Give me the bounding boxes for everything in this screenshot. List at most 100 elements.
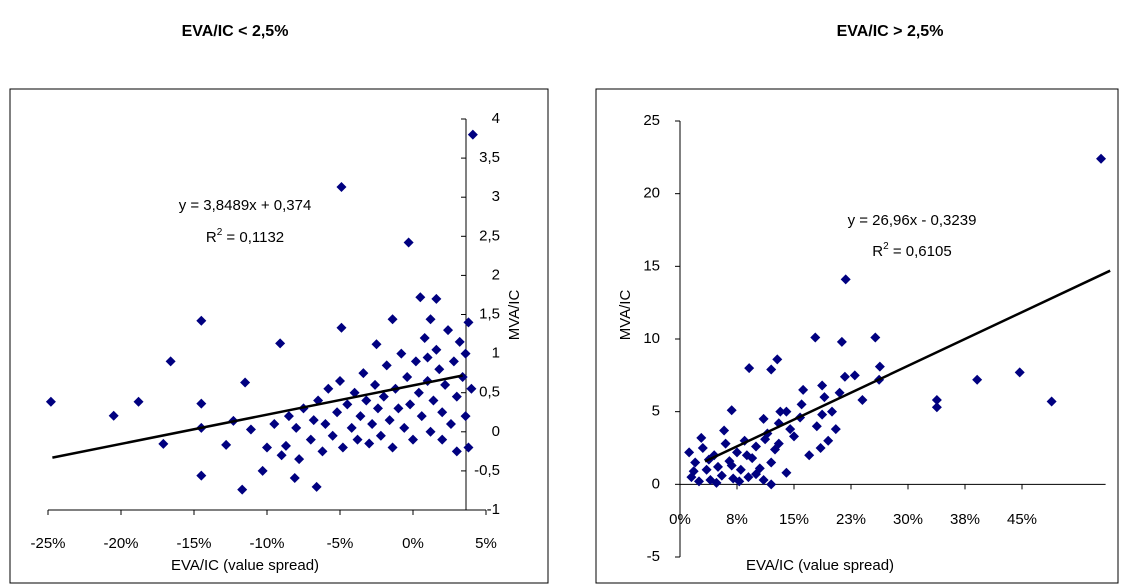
point xyxy=(751,469,761,480)
x-tick-label: -10% xyxy=(249,535,284,552)
point xyxy=(785,424,796,435)
point xyxy=(836,336,847,347)
point xyxy=(415,292,426,303)
point xyxy=(735,464,746,475)
point xyxy=(431,293,442,304)
r2-base: R xyxy=(872,243,883,260)
point xyxy=(758,413,769,424)
point xyxy=(349,387,360,398)
point xyxy=(454,336,465,347)
r-squared: R2 = 0,1132 xyxy=(206,227,284,246)
y-tick-label: 0 xyxy=(492,423,500,440)
point xyxy=(337,442,348,453)
y-axis-label: MVA/IC xyxy=(506,290,523,341)
trendline xyxy=(704,269,1111,463)
equation: y = 3,8489x + 0,374 xyxy=(179,197,312,214)
point xyxy=(840,274,851,285)
point xyxy=(165,356,176,367)
x-tick-label: 23% xyxy=(836,511,866,528)
x-tick-label: 15% xyxy=(779,511,809,528)
point xyxy=(221,439,232,450)
point xyxy=(387,442,398,453)
point xyxy=(262,442,272,453)
point xyxy=(744,363,755,374)
point xyxy=(440,379,451,390)
point xyxy=(789,431,799,442)
point xyxy=(781,467,792,478)
r2-base: R xyxy=(206,229,217,246)
point xyxy=(1014,367,1025,378)
point xyxy=(775,406,786,417)
point xyxy=(819,392,830,403)
point xyxy=(697,443,708,453)
point xyxy=(690,457,701,468)
point xyxy=(375,430,386,441)
point xyxy=(827,406,837,417)
point xyxy=(196,470,207,481)
r2-rest: = 0,6105 xyxy=(889,243,952,260)
point xyxy=(45,396,56,407)
point xyxy=(133,396,144,407)
y-tick-label: 3,5 xyxy=(479,149,500,166)
point xyxy=(781,406,792,417)
point xyxy=(245,424,256,435)
point xyxy=(336,182,347,193)
point xyxy=(696,432,707,443)
point xyxy=(1096,153,1107,164)
point xyxy=(434,364,445,375)
y-tick-label: 25 xyxy=(643,112,660,129)
point xyxy=(372,403,383,414)
point xyxy=(804,450,815,461)
point xyxy=(413,387,424,398)
point xyxy=(766,479,777,490)
point xyxy=(445,418,456,429)
point xyxy=(364,438,375,449)
point xyxy=(196,315,207,326)
point xyxy=(370,379,381,390)
point xyxy=(443,325,454,336)
point xyxy=(467,129,478,140)
point xyxy=(466,383,477,394)
x-tick-label: 0% xyxy=(402,535,424,552)
point xyxy=(320,418,331,429)
point xyxy=(460,348,471,359)
x-tick-label: -15% xyxy=(176,535,211,552)
point xyxy=(408,434,418,445)
r2-sup: 2 xyxy=(883,241,889,252)
point xyxy=(327,430,338,441)
y-tick-label: -1 xyxy=(487,501,500,518)
point xyxy=(305,434,316,445)
point xyxy=(342,399,353,410)
point xyxy=(849,370,860,381)
point xyxy=(332,407,343,418)
point xyxy=(451,446,462,457)
point xyxy=(451,391,462,402)
point xyxy=(734,476,745,487)
point xyxy=(358,368,369,379)
point xyxy=(694,476,704,487)
point xyxy=(283,411,294,422)
y-axis-label: MVA/IC xyxy=(617,290,634,341)
trendline xyxy=(52,374,463,459)
point xyxy=(381,360,392,371)
y-tick-label: 4 xyxy=(492,110,500,127)
point xyxy=(378,391,389,402)
x-tick-label: 30% xyxy=(893,511,923,528)
point xyxy=(766,364,777,375)
point xyxy=(726,405,737,416)
point xyxy=(839,371,850,382)
chart-title: EVA/IC > 2,5% xyxy=(837,23,944,40)
x-tick-label: 5% xyxy=(475,535,497,552)
point xyxy=(280,440,291,451)
point xyxy=(311,481,322,492)
point xyxy=(403,237,414,248)
point xyxy=(367,418,378,429)
point xyxy=(823,435,834,446)
point xyxy=(810,332,821,343)
point xyxy=(713,461,723,472)
x-tick-label: 45% xyxy=(1007,511,1037,528)
point xyxy=(399,422,410,433)
point xyxy=(684,447,695,458)
y-tick-label: 5 xyxy=(652,403,660,420)
point xyxy=(294,454,305,465)
